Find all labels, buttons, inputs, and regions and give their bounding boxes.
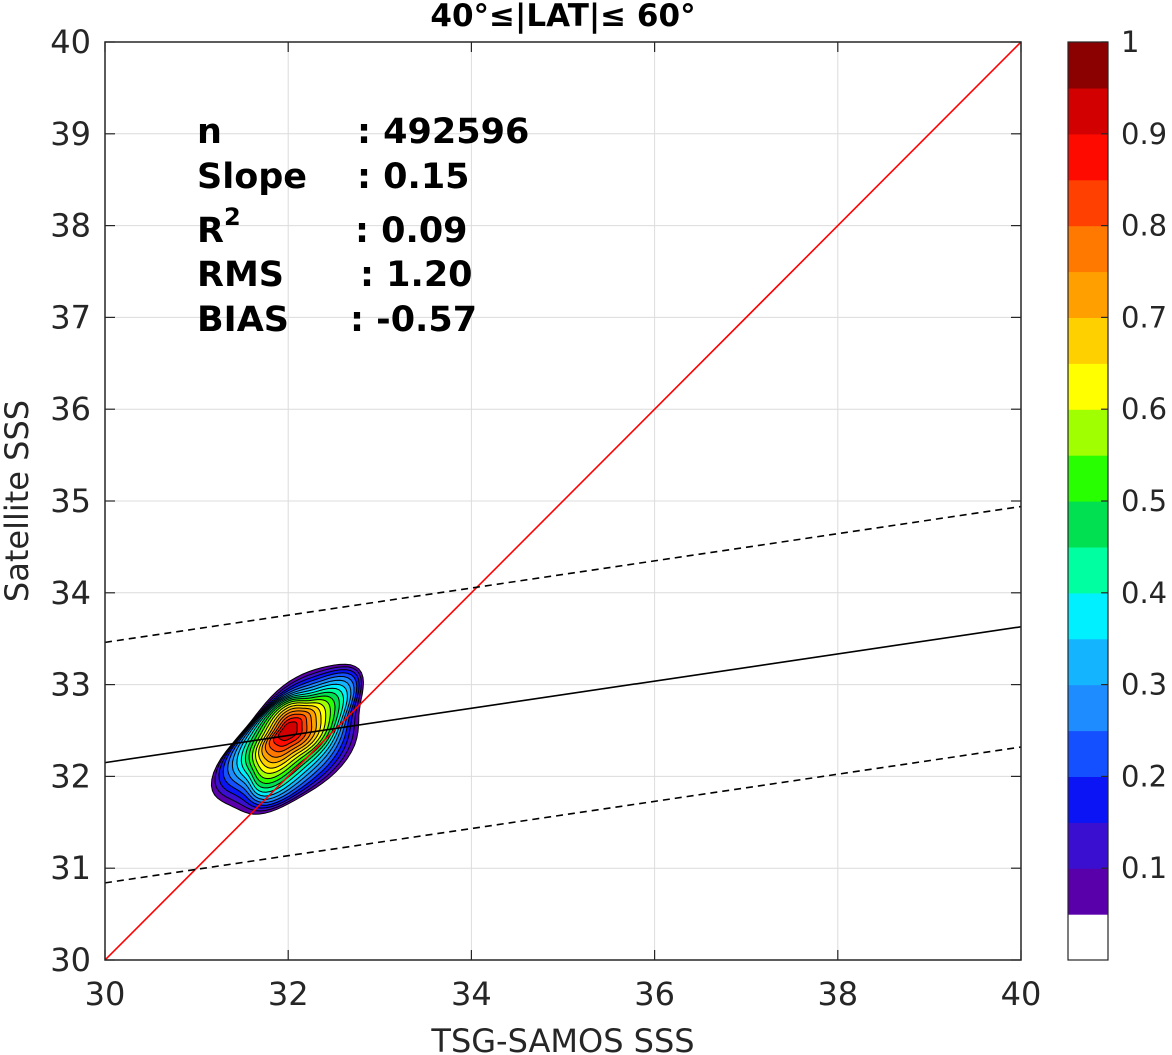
lower-bound-line [105,746,1021,884]
colorbar-tick-label: 0.8 [1121,209,1167,243]
stat-key-text: Slope [197,157,307,197]
stat-value: : -0.57 [350,300,477,340]
colorbar-tick-label: 1 [1121,25,1139,59]
stat-key: BIAS [197,300,289,340]
axis-ticks: 30 32 34 36 38 40 30 31 32 33 34 35 36 37 38 39 40 [50,23,1041,1013]
x-axis-label: TSG-SAMOS SSS [430,1022,694,1055]
colorbar-swatch [1068,87,1108,135]
stat-key-text: BIAS [197,300,289,340]
density-contours [210,663,365,815]
stat-key: RMS [197,255,284,295]
stat-key-text: R [197,211,224,251]
colorbar-swatch [1068,684,1108,732]
stat-key-text: n [197,112,222,152]
chart-title: 40°≤|LAT|≤ 60° [430,0,695,34]
stat-value: : 492596 [357,112,529,152]
stat-key: Slope [197,157,307,197]
colorbar-tick-label: 0.7 [1121,300,1167,334]
colorbar-tick-label: 0.2 [1121,759,1167,793]
colorbar-swatch [1068,225,1108,273]
colorbar-swatch [1068,409,1108,456]
x-tick-label: 40 [1001,975,1042,1013]
fit-lines [105,42,1021,960]
colorbar-tick-label: 0.6 [1121,392,1167,426]
colorbar-swatch [1068,317,1108,364]
stat-value: : 0.15 [357,157,470,197]
colorbar-swatch [1068,822,1108,869]
colorbar-swatch [1068,455,1108,502]
colorbar-swatch [1068,363,1108,410]
y-tick-label: 32 [50,757,91,795]
colorbar-swatch [1068,501,1108,548]
x-tick-label: 30 [85,975,126,1013]
one-to-one-line [105,42,1021,960]
stat-key-text: RMS [197,255,284,295]
y-tick-label: 35 [50,482,91,520]
colorbar-swatch [1068,271,1108,318]
colorbar-tick-label: 0.5 [1121,484,1167,518]
y-tick-label: 40 [50,23,91,61]
stat-key: n [197,112,222,152]
colorbar-tick-label: 0.3 [1121,668,1167,702]
colorbar-swatch [1068,133,1108,181]
y-tick-label: 33 [50,666,91,704]
colorbar-swatch [1068,592,1108,640]
y-tick-label: 39 [50,115,91,153]
colorbar: 1 0.9 0.8 0.7 0.6 0.5 0.4 0.3 0.2 0.1 [1067,25,1167,961]
colorbar-swatch [1068,776,1108,823]
y-tick-label: 37 [50,298,91,336]
regression-line [105,625,1021,764]
colorbar-swatch [1068,730,1108,777]
y-tick-label: 36 [50,390,91,428]
stat-value: : 0.09 [355,211,468,251]
x-tick-label: 34 [451,975,492,1013]
stat-key: R2 [197,203,241,251]
colorbar-swatch [1068,42,1108,89]
y-tick-label: 38 [50,207,91,245]
colorbar-tick-label: 0.1 [1121,851,1167,885]
y-tick-label: 34 [50,574,91,612]
colorbar-swatch [1068,179,1108,227]
stat-key-sup: 2 [224,203,241,231]
colorbar-swatch [1068,868,1108,915]
plot-frame [104,41,1022,961]
x-tick-label: 36 [634,975,675,1013]
colorbar-swatch [1068,914,1108,961]
colorbar-tick-label: 0.9 [1121,117,1167,151]
y-axis-label: Satellite SSS [0,400,36,602]
upper-bound-line [105,505,1021,644]
y-tick-label: 31 [50,849,91,887]
colorbar-swatch [1068,546,1108,594]
stats-box: n : 492596 Slope : 0.15 R2 : 0.09 RMS : 1.20 BIA… [197,112,529,340]
x-tick-label: 38 [817,975,858,1013]
colorbar-swatch [1068,638,1108,686]
y-tick-label: 30 [50,941,91,979]
colorbar-tick-label: 0.4 [1121,576,1167,610]
x-tick-label: 32 [268,975,309,1013]
stat-value: : 1.20 [360,255,473,295]
